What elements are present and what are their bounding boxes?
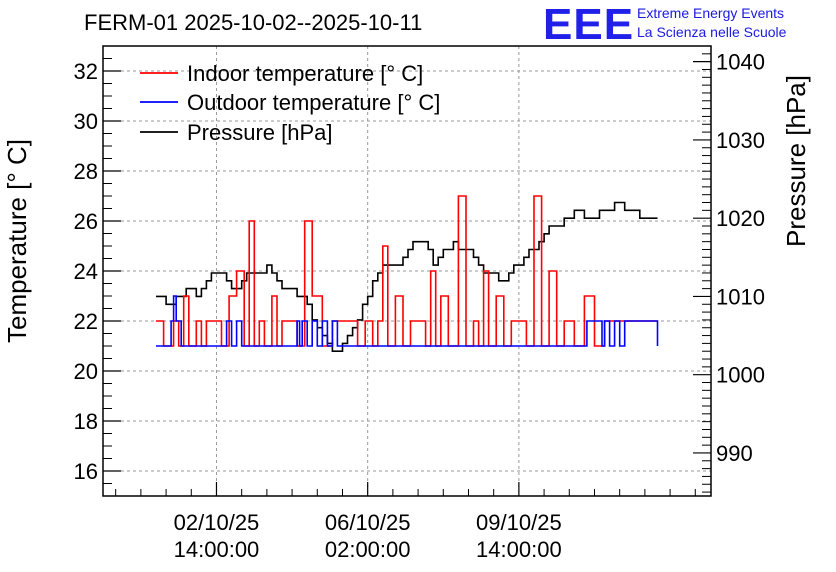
y-tick-label: 16 bbox=[74, 459, 98, 484]
series-line-pressure bbox=[156, 201, 658, 352]
y-tick-label: 20 bbox=[74, 359, 98, 384]
x-tick-label-date: 09/10/25 bbox=[476, 510, 562, 535]
y-tick-label: 22 bbox=[74, 309, 98, 334]
legend-label: Indoor temperature [° C] bbox=[187, 61, 423, 86]
legend-label: Pressure [hPa] bbox=[187, 120, 333, 145]
logo-caption: Extreme Energy Events La Scienza nelle S… bbox=[637, 4, 786, 42]
y-tick-label: 24 bbox=[74, 259, 98, 284]
y2-tick-label: 1040 bbox=[716, 50, 765, 75]
y2-tick-label: 1030 bbox=[716, 128, 765, 153]
x-tick-label-date: 02/10/25 bbox=[174, 510, 260, 535]
y2-axis-label: Pressure [hPa] bbox=[781, 75, 811, 247]
y2-tick-label: 1010 bbox=[716, 284, 765, 309]
x-tick-label-date: 06/10/25 bbox=[325, 510, 411, 535]
series-line-outdoor-temperature bbox=[156, 295, 659, 347]
legend: Indoor temperature [° C] Outdoor temperat… bbox=[140, 61, 440, 145]
x-tick-label-time: 14:00:00 bbox=[476, 537, 562, 562]
y-tick-label: 30 bbox=[74, 109, 98, 134]
legend-label: Outdoor temperature [° C] bbox=[187, 90, 440, 115]
chart-title: FERM-01 2025-10-02--2025-10-11 bbox=[84, 10, 423, 35]
y-tick-label: 18 bbox=[74, 409, 98, 434]
x-tick-label-time: 02:00:00 bbox=[325, 537, 411, 562]
y-tick-label: 28 bbox=[74, 159, 98, 184]
logo-caption-line1: Extreme Energy Events bbox=[637, 5, 785, 21]
series-layer bbox=[156, 195, 659, 352]
logo-caption-line2: La Scienza nelle Scuole bbox=[637, 24, 787, 40]
y-tick-label: 32 bbox=[74, 59, 98, 84]
y-tick-label: 26 bbox=[74, 209, 98, 234]
ticks-layer: 16 18 20 22 24 26 28 30 32 990 1000 1010 1020 1030 104… bbox=[74, 45, 765, 562]
y-axis-label: Temperature [° C] bbox=[2, 139, 32, 343]
y2-tick-label: 990 bbox=[716, 441, 753, 466]
x-tick-label-time: 14:00:00 bbox=[174, 537, 260, 562]
eee-logo: EEE bbox=[543, 0, 635, 49]
y2-tick-label: 1000 bbox=[716, 363, 765, 388]
y2-tick-label: 1020 bbox=[716, 206, 765, 231]
series-line-indoor-temperature bbox=[156, 195, 658, 347]
